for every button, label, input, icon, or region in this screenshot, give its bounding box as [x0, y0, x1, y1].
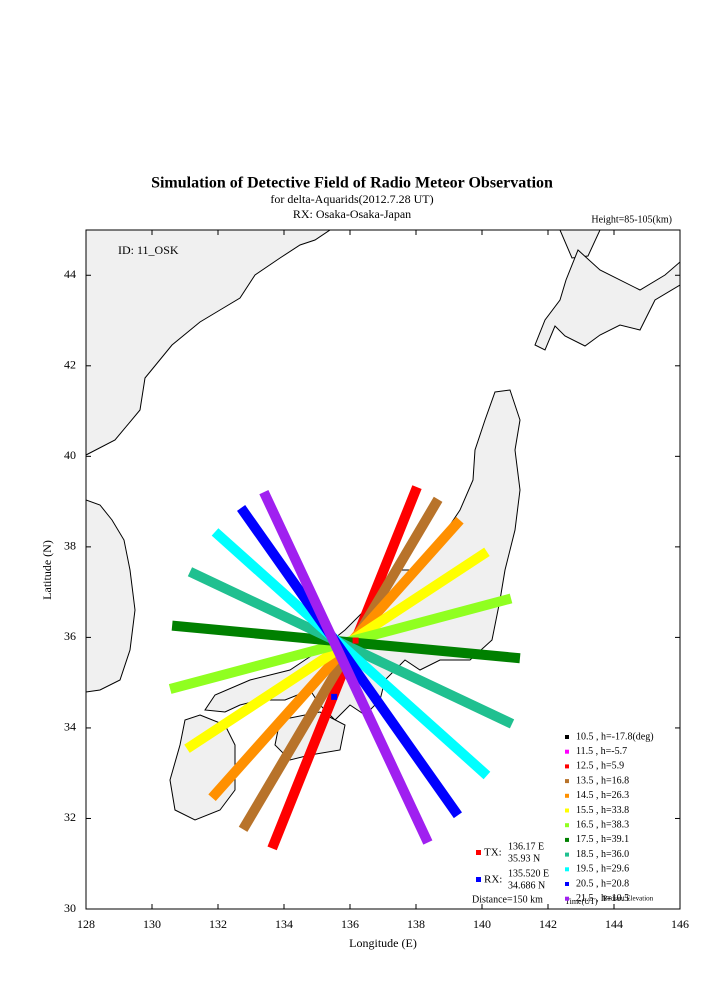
receiver-label: RX: Osaka-Osaka-Japan	[293, 207, 411, 221]
legend-swatch	[565, 779, 569, 784]
legend-label: 14.5 , h=26.3	[576, 790, 629, 801]
legend-swatch	[565, 749, 569, 754]
station-legend-swatch	[476, 850, 481, 855]
distance-label: Distance=150 km	[472, 894, 543, 905]
legend-swatch	[565, 735, 569, 739]
legend-elevation-label: Radiant Elevation	[603, 895, 654, 903]
detective-field-bands	[168, 485, 521, 851]
station-marker	[331, 693, 338, 700]
station-label: RX:	[484, 874, 502, 886]
asia-mainland	[86, 230, 331, 456]
legend-swatch	[565, 808, 569, 813]
legend-swatch	[565, 823, 569, 828]
station-label: TX:	[484, 847, 502, 859]
id-label: ID: 11_OSK	[118, 243, 179, 257]
legend-label: 16.5 , h=38.3	[576, 819, 629, 830]
chart-title: Simulation of Detective Field of Radio M…	[151, 175, 553, 192]
legend-label: 10.5 , h=-17.8(deg)	[576, 731, 654, 742]
station-lon: 136.17 E	[508, 841, 544, 852]
station-lat: 34.686 N	[508, 880, 545, 891]
legend-label: 20.5 , h=20.8	[576, 878, 629, 889]
x-tick-label: 138	[407, 917, 425, 931]
x-tick-label: 128	[77, 917, 95, 931]
x-tick-label: 146	[671, 917, 689, 931]
x-tick-label: 140	[473, 917, 491, 931]
x-tick-label: 144	[605, 917, 623, 931]
legend-swatch	[565, 764, 569, 769]
map	[86, 230, 680, 851]
y-tick-label: 44	[64, 267, 76, 281]
legend-swatch	[565, 867, 569, 872]
station-legend-swatch	[476, 877, 481, 882]
legend-swatch	[565, 896, 569, 901]
x-axis-label: Longitude (E)	[349, 936, 417, 950]
chart-subtitle: for delta-Aquarids(2012.7.28 UT)	[270, 192, 433, 206]
legend-label: 11.5 , h=-5.7	[576, 746, 627, 757]
legend-swatch	[565, 837, 569, 842]
y-tick-label: 42	[64, 358, 76, 372]
field-band	[259, 489, 433, 845]
korea	[86, 499, 136, 693]
sakhalin	[559, 230, 601, 259]
field-band	[211, 528, 491, 780]
field-band	[237, 505, 462, 819]
y-tick-label: 34	[64, 720, 76, 734]
x-tick-label: 142	[539, 917, 557, 931]
height-note: Height=85-105(km)	[591, 214, 672, 225]
legend-swatch	[565, 793, 569, 798]
x-tick-label: 130	[143, 917, 161, 931]
y-tick-label: 30	[64, 901, 76, 915]
station-lon: 135.520 E	[508, 868, 549, 879]
legend-swatch	[565, 852, 569, 857]
station-lat: 35.93 N	[508, 853, 540, 864]
x-tick-label: 134	[275, 917, 293, 931]
legend-label: 15.5 , h=33.8	[576, 805, 629, 816]
legend-label: 18.5 , h=36.0	[576, 849, 629, 860]
field-band	[208, 516, 464, 801]
station-marker	[352, 637, 359, 644]
legend-label: 13.5 , h=16.8	[576, 775, 629, 786]
y-axis-label: Latitude (N)	[40, 540, 54, 600]
y-tick-label: 40	[64, 448, 76, 462]
y-tick-label: 36	[64, 629, 76, 643]
legend-label: 17.5 , h=39.1	[576, 834, 629, 845]
legend-label: 12.5 , h=5.9	[576, 761, 624, 772]
y-tick-label: 38	[64, 539, 76, 553]
x-tick-label: 132	[209, 917, 227, 931]
y-tick-label: 32	[64, 810, 76, 824]
kyushu	[169, 714, 236, 821]
legend-label: 19.5 , h=29.6	[576, 864, 629, 875]
legend-time-label: Time(UT)	[565, 897, 598, 906]
legend-label: 21.5 , h=10.5	[576, 893, 629, 904]
hokkaido	[534, 249, 680, 351]
legend-swatch	[565, 882, 569, 886]
plot-frame	[85, 229, 681, 910]
x-tick-label: 136	[341, 917, 359, 931]
